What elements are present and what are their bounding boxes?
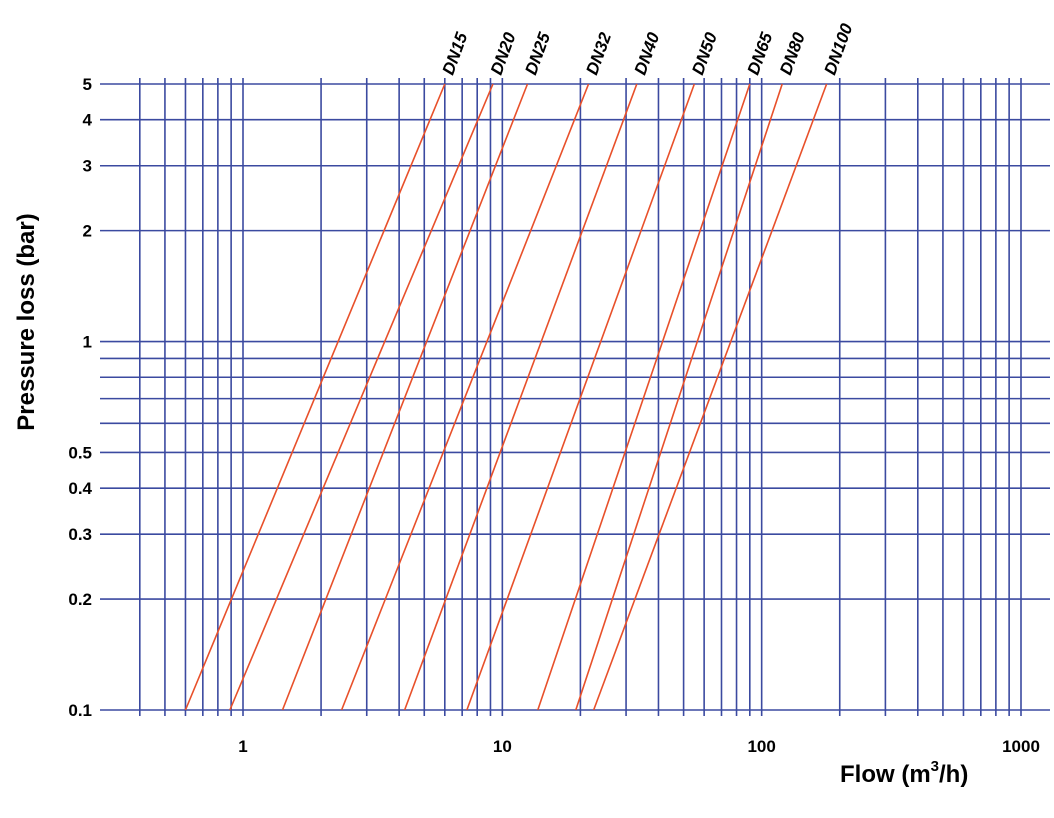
- y-tick-label: 1: [83, 333, 92, 352]
- y-tick-label: 0.1: [68, 701, 92, 720]
- x-tick-label: 10: [493, 737, 512, 756]
- series-label-dn32: DN32: [582, 30, 615, 78]
- series-line-dn25: [281, 83, 529, 711]
- y-tick-label: 5: [83, 75, 92, 94]
- x-axis-title-main: Flow (m: [840, 761, 931, 788]
- series-line-dn20: [229, 83, 494, 711]
- series-lines: [184, 83, 828, 711]
- y-tick-label: 0.2: [68, 590, 92, 609]
- x-tick-label: 1000: [1002, 737, 1040, 756]
- grid: [100, 78, 1050, 716]
- y-tick-label: 0.3: [68, 525, 92, 544]
- y-tick-label: 4: [83, 111, 93, 130]
- series-line-dn80: [575, 83, 783, 711]
- x-tick-label: 100: [747, 737, 775, 756]
- series-label-dn65: DN65: [744, 30, 777, 78]
- series-label-dn50: DN50: [688, 30, 721, 78]
- y-tick-label: 2: [83, 222, 92, 241]
- series-label-dn40: DN40: [631, 30, 664, 78]
- x-tick-label: 1: [238, 737, 247, 756]
- x-axis-title-sup: 3: [931, 758, 939, 775]
- x-axis-title: Flow (m3/h): [840, 758, 968, 788]
- series-label-dn100: DN100: [821, 21, 857, 78]
- series-label-dn20: DN20: [487, 30, 520, 78]
- y-axis-title: Pressure loss (bar): [13, 213, 40, 430]
- series-line-dn15: [184, 83, 446, 711]
- series-label-dn80: DN80: [776, 30, 809, 78]
- y-tick-label: 3: [83, 157, 92, 176]
- series-line-dn50: [466, 83, 696, 711]
- y-tick-label: 0.5: [68, 443, 92, 462]
- series-line-dn32: [340, 83, 590, 711]
- series-line-dn65: [537, 83, 751, 711]
- x-axis-title-end: /h): [939, 761, 968, 788]
- series-line-dn40: [403, 83, 638, 711]
- series-labels: DN15 DN20 DN25 DN32 DN40 DN50 DN65 DN80 DN100: [439, 21, 857, 78]
- y-tick-label: 0.4: [68, 479, 92, 498]
- tick-labels: 0.1 0.2 0.3 0.4 0.5 1 2 3 4 5 1 10 100 1000: [68, 75, 1040, 756]
- series-line-dn100: [592, 83, 828, 711]
- series-label-dn25: DN25: [521, 30, 554, 78]
- series-label-dn15: DN15: [439, 30, 472, 78]
